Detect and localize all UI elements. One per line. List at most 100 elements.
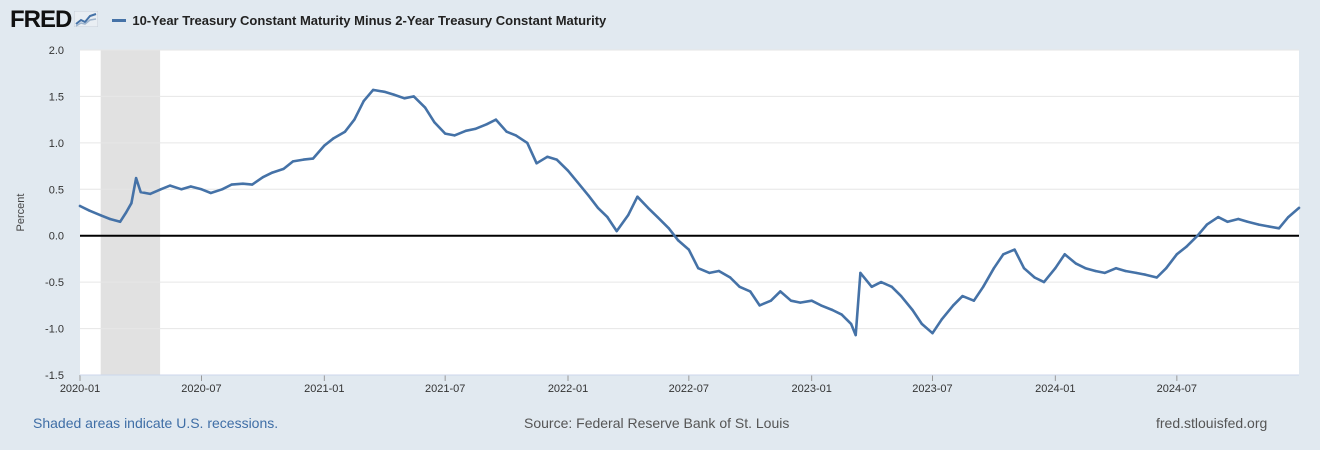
data-point <box>1155 276 1159 279</box>
data-point <box>168 184 172 187</box>
data-point <box>403 97 406 100</box>
data-point <box>972 299 976 302</box>
data-point <box>940 318 943 321</box>
y-axis-label: Percent <box>15 194 27 232</box>
y-tick-label: -0.5 <box>45 277 64 289</box>
data-point <box>124 211 128 214</box>
data-point <box>1103 271 1106 275</box>
data-point <box>453 134 456 137</box>
data-point <box>302 158 305 161</box>
data-point <box>241 182 245 185</box>
data-point <box>1267 225 1270 228</box>
data-point <box>626 214 630 217</box>
data-point <box>464 129 468 132</box>
data-point <box>1013 248 1016 251</box>
data-point <box>526 141 529 145</box>
data-point <box>371 88 375 92</box>
data-point <box>615 229 618 233</box>
data-point <box>697 267 700 270</box>
data-point <box>982 285 985 288</box>
data-point <box>271 171 274 174</box>
data-point <box>1042 280 1046 284</box>
data-point <box>931 332 934 335</box>
y-tick-label: 1.5 <box>49 91 64 103</box>
data-point <box>323 144 326 147</box>
data-point <box>1226 220 1229 223</box>
data-point <box>1185 245 1188 249</box>
data-point <box>1175 253 1179 256</box>
data-point <box>1246 220 1249 223</box>
data-point <box>920 322 923 326</box>
data-point <box>667 227 670 230</box>
data-point <box>189 185 192 188</box>
site-link[interactable]: fred.stlouisfed.org <box>1156 415 1268 431</box>
data-point <box>587 194 590 197</box>
data-point <box>423 106 427 109</box>
data-point <box>383 90 386 94</box>
data-point <box>362 99 365 103</box>
data-point <box>230 183 233 186</box>
y-tick-label: -1.0 <box>45 324 64 336</box>
data-point <box>200 188 203 191</box>
data-point <box>576 180 579 184</box>
data-point <box>474 127 477 131</box>
data-point <box>870 285 873 288</box>
data-point <box>108 217 112 221</box>
data-point <box>485 123 488 126</box>
data-point <box>148 192 152 196</box>
data-point <box>180 188 183 191</box>
data-point <box>392 93 395 96</box>
data-point <box>78 204 82 208</box>
data-point <box>1134 271 1138 275</box>
data-point <box>1114 267 1118 270</box>
data-point <box>209 191 212 195</box>
data-point <box>282 167 285 171</box>
fred-logo[interactable]: FRED <box>10 6 72 33</box>
data-point <box>1297 206 1301 210</box>
data-point <box>890 285 893 288</box>
data-point <box>961 294 964 298</box>
data-point <box>311 157 315 160</box>
data-point <box>769 299 773 302</box>
data-point <box>159 188 162 191</box>
data-point <box>606 215 609 219</box>
data-point <box>433 121 436 124</box>
x-tick-label: 2022-07 <box>669 383 709 395</box>
data-point <box>749 290 752 293</box>
legend-label[interactable]: 10-Year Treasury Constant Maturity Minus… <box>132 12 607 28</box>
data-point <box>992 267 996 270</box>
data-point <box>779 290 782 293</box>
data-point <box>99 214 102 217</box>
y-tick-label: 0.5 <box>49 184 64 196</box>
data-point <box>118 220 122 223</box>
x-tick-label: 2020-01 <box>60 383 100 395</box>
data-point <box>656 215 659 219</box>
data-point <box>1277 227 1281 230</box>
data-point <box>708 271 711 275</box>
data-point <box>687 248 690 251</box>
data-point <box>555 158 558 161</box>
data-point <box>494 118 498 121</box>
data-point <box>130 202 133 205</box>
data-point <box>840 313 843 316</box>
data-point <box>353 118 356 121</box>
data-point <box>1063 253 1066 256</box>
data-point <box>1054 267 1057 270</box>
data-point <box>1205 223 1209 226</box>
data-point <box>332 137 335 140</box>
data-point <box>546 155 549 158</box>
data-point <box>566 169 570 172</box>
data-point <box>758 304 761 307</box>
chart-header: FRED 10-Year Treasury Constant Maturity … <box>10 6 606 34</box>
data-point <box>1165 267 1168 270</box>
data-point <box>1002 253 1005 256</box>
x-tick-label: 2021-07 <box>425 383 465 395</box>
y-tick-label: 0.0 <box>49 231 64 243</box>
recession-note: Shaded areas indicate U.S. recessions. <box>33 415 279 431</box>
data-point <box>139 190 142 194</box>
data-point <box>849 322 853 326</box>
data-point <box>88 209 91 212</box>
data-point <box>677 239 680 242</box>
data-point <box>535 162 538 165</box>
data-point <box>412 95 415 98</box>
